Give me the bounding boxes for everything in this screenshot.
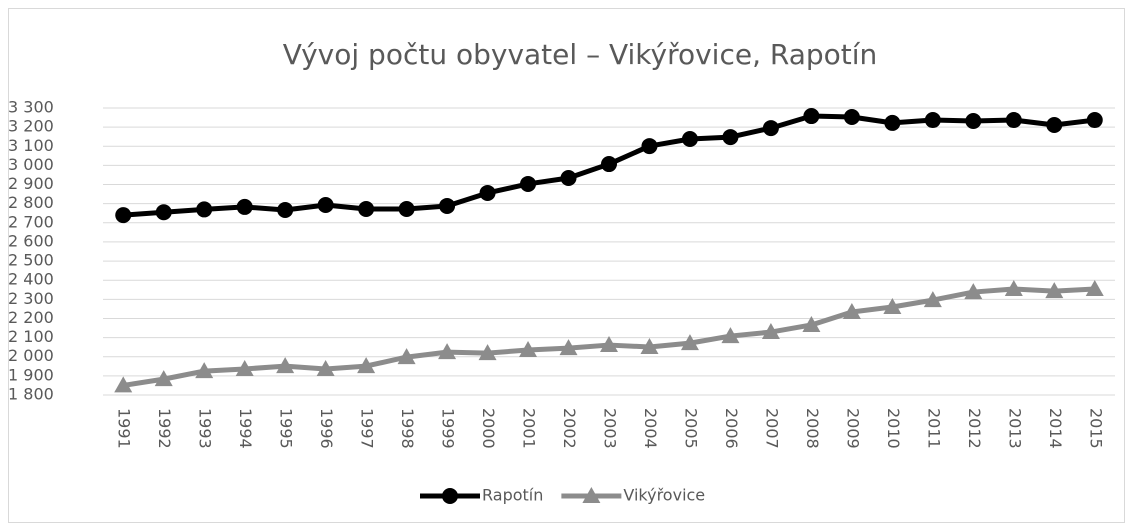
y-tick-label: 2 600 (8, 231, 54, 250)
y-tick-label: 3 200 (8, 117, 54, 136)
x-tick-label: 2013 (1005, 408, 1024, 449)
data-point (357, 357, 376, 374)
data-point (1004, 280, 1023, 297)
data-point (154, 370, 173, 387)
x-tick-label: 2004 (641, 408, 660, 449)
data-point (196, 201, 213, 218)
data-point (680, 334, 699, 351)
y-tick-label: 3 100 (8, 136, 54, 155)
data-point (924, 112, 941, 129)
x-tick-label: 1994 (236, 408, 255, 449)
data-point (883, 297, 902, 314)
x-tick-label: 2000 (479, 408, 498, 449)
data-point (722, 129, 739, 146)
x-tick-label: 2002 (560, 408, 579, 449)
y-tick-label: 2 800 (8, 193, 54, 212)
x-tick-label: 2007 (762, 408, 781, 449)
data-point (640, 337, 659, 354)
x-tick-label: 2008 (803, 408, 822, 449)
x-tick-label: 1996 (317, 408, 336, 449)
chart-title: Vývoj počtu obyvatel – Vikýřovice, Rapot… (283, 38, 878, 71)
data-point (803, 108, 820, 125)
data-point (478, 344, 497, 361)
y-tick-label: 2 200 (8, 308, 54, 327)
y-tick-label: 2 700 (8, 212, 54, 231)
chart-border (8, 8, 1125, 523)
data-point (600, 336, 618, 353)
data-point (316, 359, 335, 376)
y-tick-label: 2 100 (8, 327, 54, 346)
data-point (1086, 112, 1103, 129)
data-point (397, 348, 416, 365)
data-point (641, 138, 658, 155)
data-point (965, 113, 982, 130)
y-tick-label: 2 400 (8, 270, 54, 289)
y-tick-label: 3 000 (8, 155, 54, 174)
y-tick-label: 1 800 (8, 385, 54, 404)
y-tick-label: 2 300 (8, 289, 54, 308)
x-tick-label: 2015 (1086, 408, 1105, 449)
x-tick-label: 1998 (398, 408, 417, 449)
data-point (520, 175, 537, 192)
x-tick-label: 1999 (439, 408, 458, 449)
x-tick-label: 2010 (884, 408, 903, 449)
data-point (923, 291, 942, 308)
data-point (842, 302, 861, 319)
y-tick-label: 2 900 (8, 174, 54, 193)
data-point (235, 359, 254, 376)
data-point (1005, 112, 1022, 129)
data-point (681, 130, 698, 147)
legend-marker (442, 488, 458, 504)
y-tick-label: 1 900 (8, 365, 54, 384)
x-tick-label: 2014 (1046, 408, 1065, 449)
x-tick-label: 1991 (115, 408, 134, 449)
data-point (762, 120, 779, 137)
data-point (601, 156, 617, 173)
data-point (115, 207, 132, 224)
data-point (277, 201, 294, 218)
x-tick-label: 1997 (358, 408, 377, 449)
x-tick-label: 1993 (196, 408, 215, 449)
data-point (559, 339, 578, 356)
data-point (358, 201, 375, 218)
data-point (884, 114, 901, 131)
legend-marker (582, 487, 601, 503)
data-point (439, 197, 456, 214)
data-point (114, 376, 133, 393)
data-point (155, 204, 172, 221)
data-point (1085, 280, 1104, 297)
y-tick-label: 2 000 (8, 346, 54, 365)
x-tick-label: 1995 (277, 408, 296, 449)
x-tick-label: 2006 (722, 408, 741, 449)
x-tick-label: 2012 (965, 408, 984, 449)
legend-label: Vikýřovice (623, 486, 705, 505)
data-point (276, 357, 295, 374)
data-point (1046, 117, 1063, 134)
data-point (479, 184, 496, 201)
data-point (560, 170, 577, 187)
data-point (761, 323, 780, 340)
legend-label: Rapotín (482, 486, 543, 505)
data-point (317, 197, 334, 214)
data-point (519, 341, 538, 358)
data-point (398, 201, 415, 218)
data-point (843, 108, 860, 125)
x-tick-label: 2005 (681, 408, 700, 449)
data-point (721, 327, 740, 344)
y-tick-label: 3 300 (8, 98, 54, 117)
x-tick-label: 2011 (924, 408, 943, 449)
data-point (195, 362, 214, 379)
x-tick-label: 1992 (155, 408, 174, 449)
data-point (236, 198, 253, 215)
data-point (964, 283, 983, 300)
x-tick-label: 2009 (843, 408, 862, 449)
y-tick-label: 2 500 (8, 251, 54, 270)
x-tick-label: 2001 (520, 408, 539, 449)
x-tick-label: 2003 (601, 408, 620, 449)
data-point (438, 343, 457, 360)
data-point (1045, 282, 1064, 299)
data-point (802, 315, 821, 332)
